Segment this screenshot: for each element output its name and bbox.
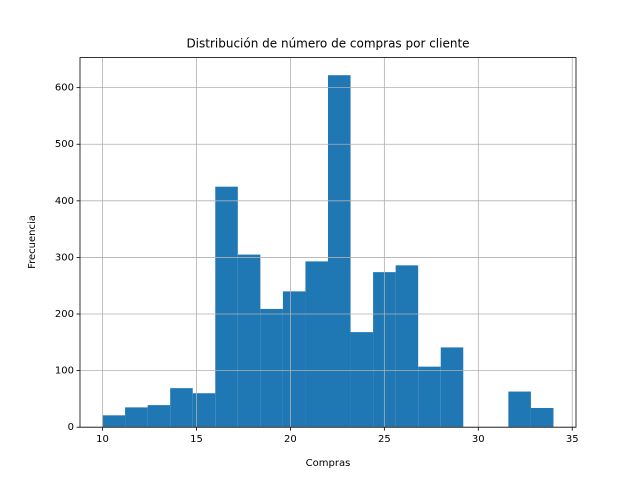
y-tick-label: 400 <box>55 196 74 207</box>
bar <box>508 391 531 428</box>
x-tick-label: 10 <box>96 434 109 445</box>
bar <box>530 407 554 428</box>
bar <box>260 308 283 428</box>
x-tick-label: 35 <box>566 434 579 445</box>
y-tick-label: 500 <box>55 139 74 150</box>
bar <box>328 75 351 428</box>
bar <box>237 254 261 428</box>
bar <box>282 291 306 428</box>
bar <box>418 366 441 428</box>
y-tick-label: 0 <box>68 422 74 433</box>
x-axis-label: Compras <box>306 458 351 469</box>
bar <box>305 261 328 428</box>
y-tick-label: 300 <box>55 252 74 263</box>
bar <box>125 407 148 428</box>
y-tick-label: 600 <box>55 83 74 94</box>
bar <box>147 405 171 428</box>
bar <box>350 332 374 428</box>
bar <box>102 415 126 428</box>
bar <box>215 186 238 428</box>
y-tick-label: 200 <box>55 309 74 320</box>
x-tick-label: 30 <box>472 434 485 445</box>
chart-title: Distribución de número de compras por cl… <box>186 37 469 51</box>
plot-frame <box>79 57 577 428</box>
bar <box>170 388 193 428</box>
y-tick-label: 100 <box>55 366 74 377</box>
x-tick-label: 25 <box>378 434 391 445</box>
bar <box>440 347 464 428</box>
x-tick-label: 15 <box>190 434 203 445</box>
bar <box>395 265 419 428</box>
y-axis-label: Frecuencia <box>27 215 38 269</box>
bar <box>192 393 216 428</box>
x-tick-label: 20 <box>284 434 297 445</box>
